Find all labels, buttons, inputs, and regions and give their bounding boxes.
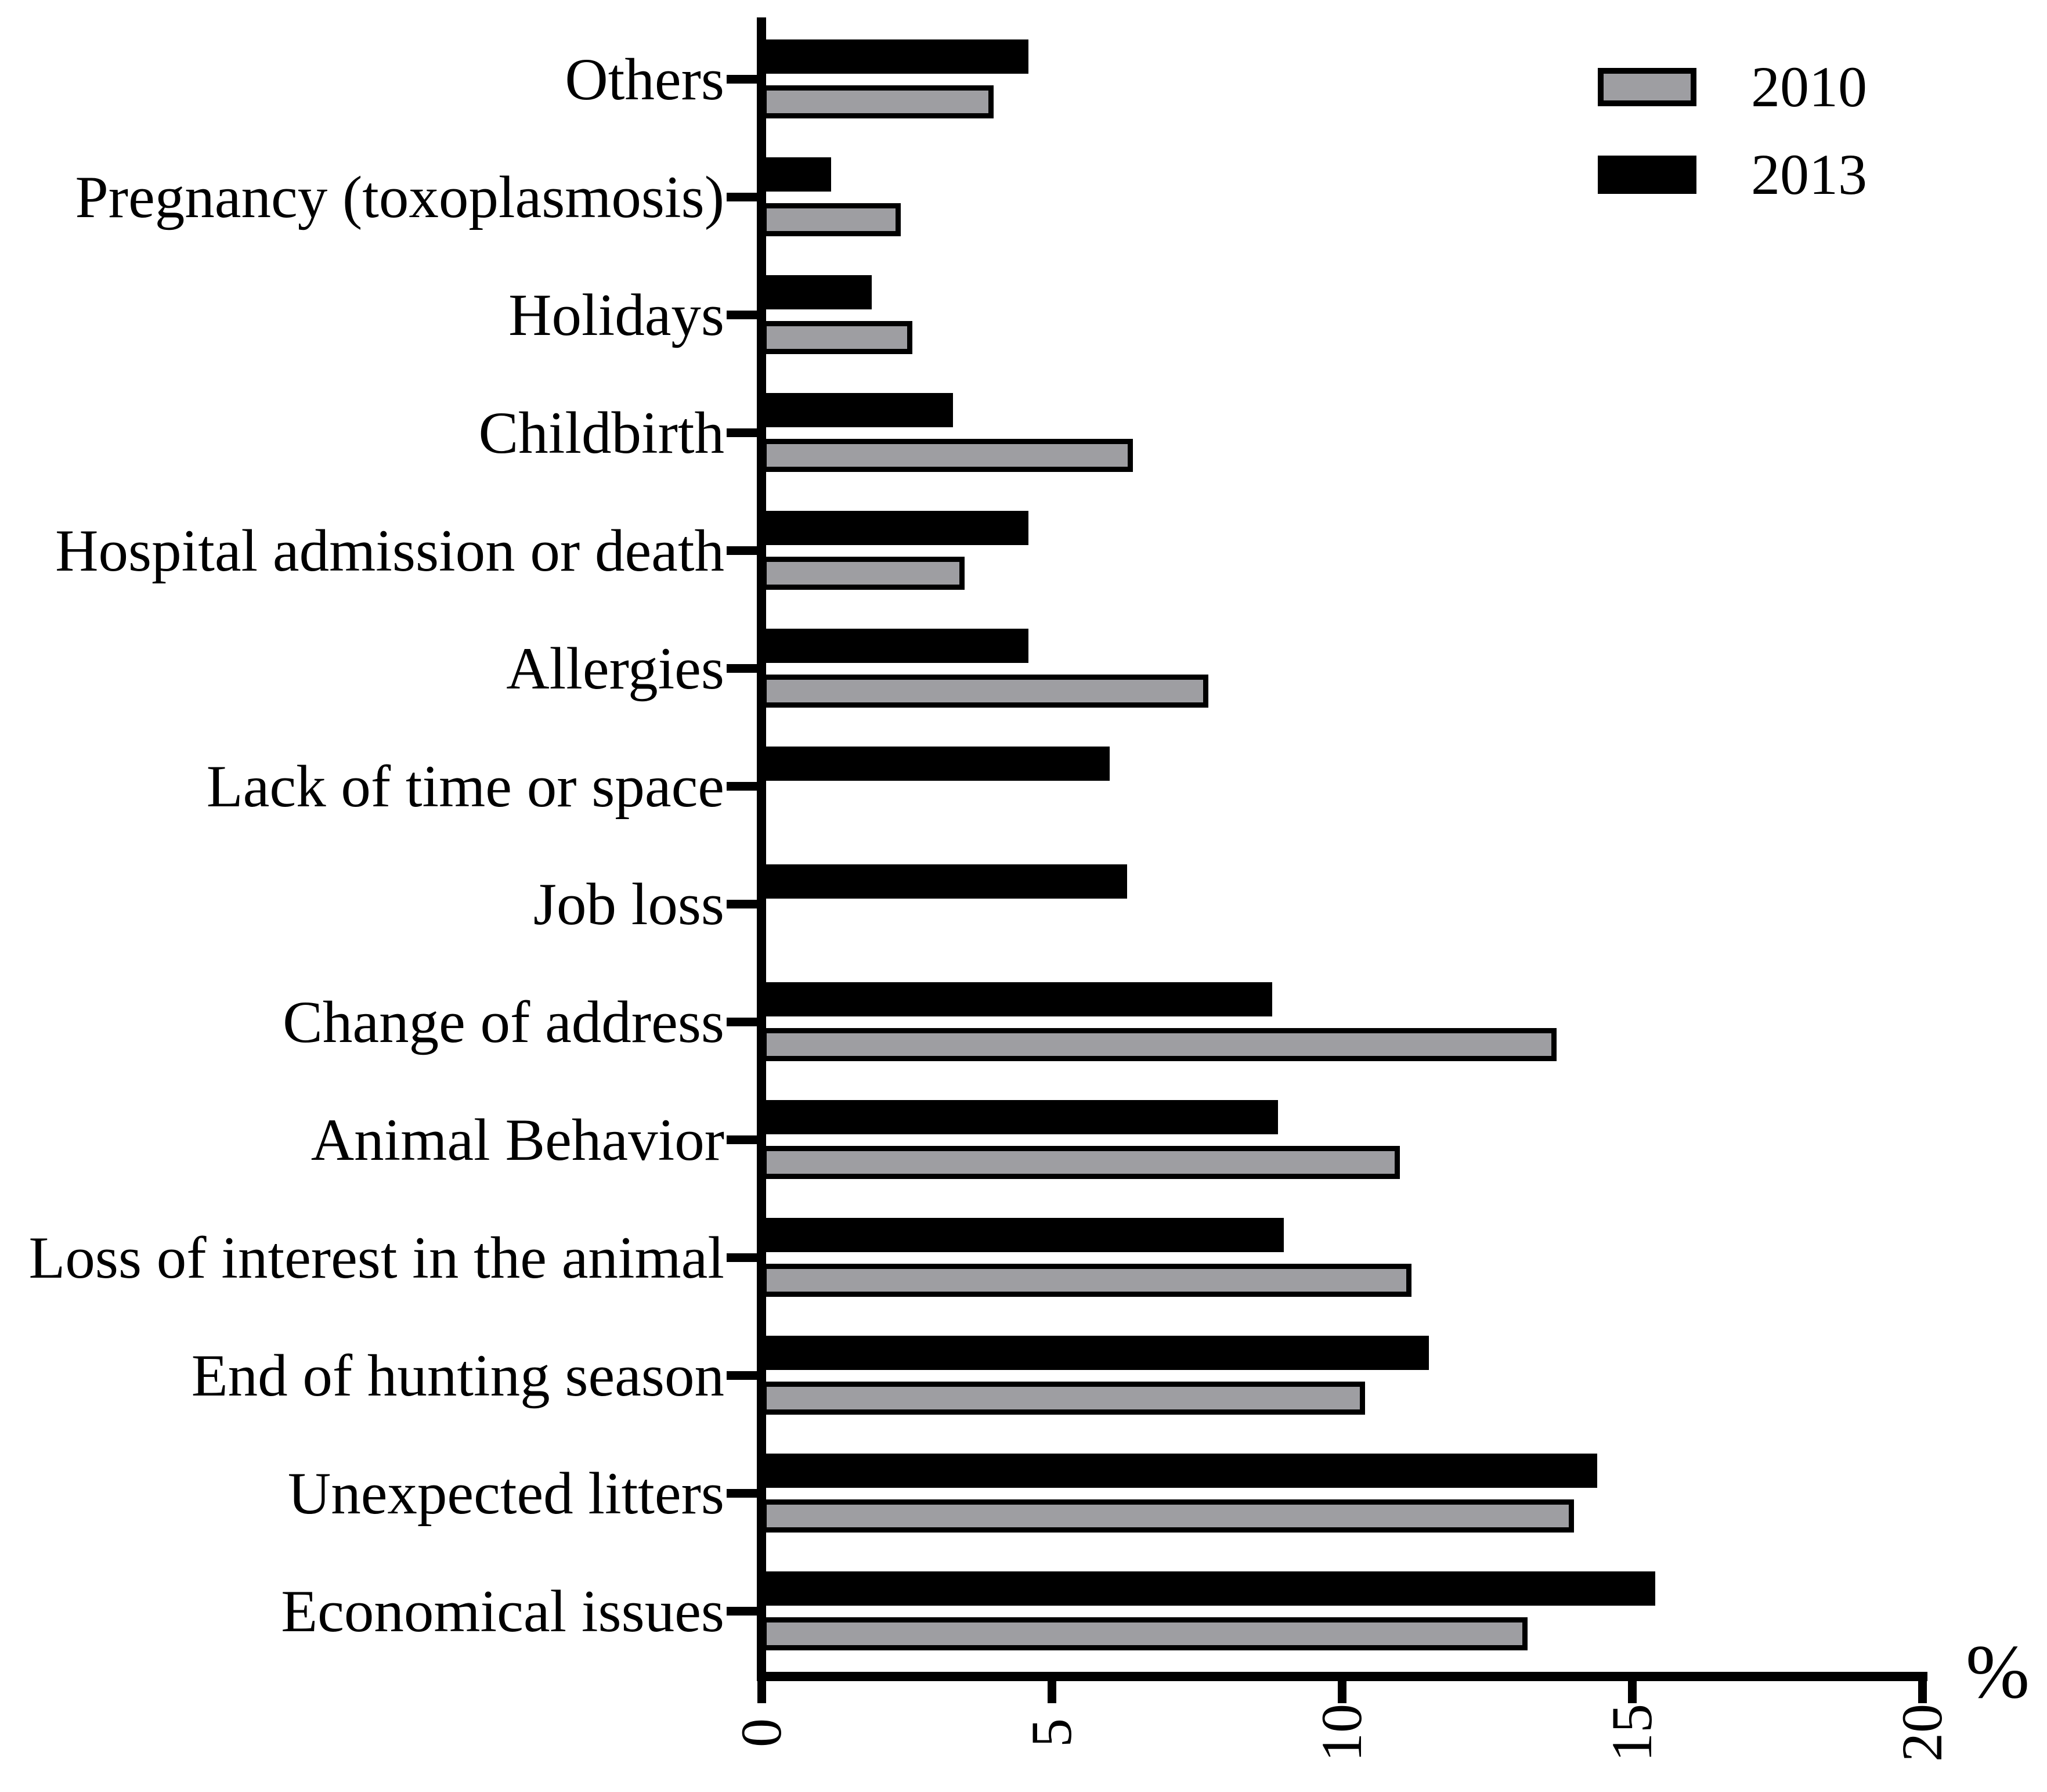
legend-label-2013: 2013: [1751, 142, 1867, 207]
category-label: Loss of interest in the animal: [28, 1224, 724, 1291]
y-axis-line: [757, 17, 766, 1681]
bar-2013: [761, 157, 831, 192]
category-label: Lack of time or space: [206, 753, 724, 820]
bar-2013: [761, 1218, 1284, 1252]
bar-2013: [761, 511, 1028, 545]
category-label: Job loss: [533, 871, 724, 938]
bar-2013: [761, 39, 1028, 74]
category-label: Animal Behavior: [311, 1106, 724, 1173]
bar-2010: [761, 557, 965, 590]
x-tick: [757, 1681, 766, 1703]
category-label: Childbirth: [478, 399, 724, 466]
legend-item-2013: 2013: [1598, 146, 1867, 204]
bar-2010: [761, 321, 912, 354]
bar-2010: [761, 1264, 1411, 1297]
bar-2010: [761, 1146, 1400, 1179]
bar-2010: [761, 439, 1133, 472]
bar-2013: [761, 1571, 1655, 1606]
bar-2010: [761, 1028, 1557, 1061]
x-tick-label: 0: [729, 1718, 793, 1747]
category-tick: [727, 1135, 757, 1144]
category-tick: [727, 1371, 757, 1380]
bar-2010: [761, 85, 994, 118]
x-axis-line: [757, 1672, 1927, 1681]
x-tick-label: 5: [1019, 1718, 1084, 1747]
bar-2013: [761, 275, 872, 309]
legend-swatch-2013: [1598, 156, 1696, 194]
x-tick: [1338, 1681, 1346, 1703]
bar-2013: [761, 982, 1272, 1016]
category-tick: [727, 900, 757, 908]
category-label: Allergies: [506, 635, 724, 702]
bar-2013: [761, 629, 1028, 663]
x-axis-unit-label: %: [1966, 1629, 2030, 1714]
category-label: Others: [565, 46, 724, 113]
category-tick: [727, 1607, 757, 1616]
bar-2010: [761, 1499, 1574, 1533]
category-tick: [727, 1253, 757, 1262]
bar-2010: [761, 675, 1208, 708]
category-tick: [727, 1489, 757, 1498]
bar-2013: [761, 1100, 1278, 1134]
bar-2010: [761, 1382, 1365, 1415]
legend-swatch-2010: [1598, 68, 1696, 106]
category-tick: [727, 75, 757, 84]
category-tick: [727, 193, 757, 201]
x-tick: [1918, 1681, 1927, 1703]
x-tick: [1628, 1681, 1637, 1703]
bar-2010: [761, 203, 901, 236]
bar-2013: [761, 864, 1127, 899]
bar-2013: [761, 393, 953, 427]
legend-item-2010: 2010: [1598, 58, 1867, 116]
category-tick: [727, 664, 757, 673]
x-tick-label: 10: [1309, 1704, 1374, 1762]
category-tick: [727, 546, 757, 555]
category-label: Hospital admission or death: [55, 517, 724, 584]
bar-2010: [761, 1617, 1528, 1650]
category-tick: [727, 311, 757, 319]
bar-2013: [761, 1454, 1597, 1488]
x-tick: [1048, 1681, 1056, 1703]
category-tick: [727, 428, 757, 437]
category-label: Pregnancy (toxoplasmosis): [75, 164, 724, 230]
bar-2013: [761, 747, 1110, 781]
bar-2013: [761, 1336, 1429, 1370]
category-label: Unexpected litters: [287, 1460, 724, 1527]
category-tick: [727, 782, 757, 791]
category-label: End of hunting season: [191, 1342, 724, 1409]
category-label: Holidays: [508, 282, 724, 348]
category-label: Change of address: [283, 989, 724, 1055]
category-label: Economical issues: [281, 1578, 724, 1645]
x-tick-label: 15: [1600, 1704, 1664, 1762]
category-tick: [727, 1018, 757, 1026]
legend-label-2010: 2010: [1751, 55, 1867, 119]
